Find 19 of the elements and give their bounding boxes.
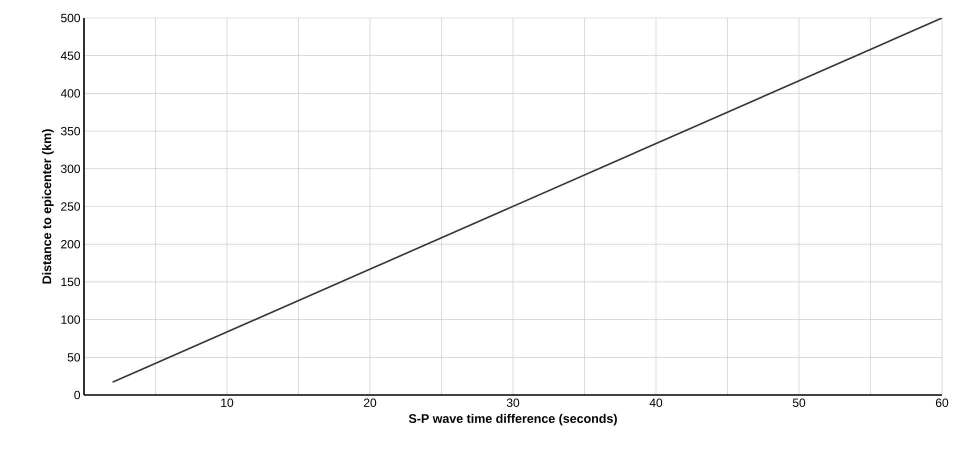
y-tick-label: 50 [68,353,80,362]
y-tick-label: 450 [60,51,80,60]
x-tick-label: 50 [792,398,806,407]
y-tick-label: 250 [61,202,80,211]
y-tick-label: 0 [74,390,80,400]
y-tick-label: 200 [61,240,80,248]
x-tick-label: 40 [650,398,662,407]
x-tick-label: 30 [506,398,520,407]
x-axis-title: S-P wave time difference (seconds) [408,414,617,426]
y-tick-label: 100 [61,315,80,324]
y-axis-title: Distance to epicenter (km) [42,129,54,284]
y-tick-label: 300 [60,164,80,174]
y-tick-label: 350 [60,126,80,136]
x-tick-label: 60 [936,398,948,407]
x-tick-label: 10 [221,398,234,407]
x-tick-label: 20 [364,398,376,407]
y-tick-label: 150 [61,278,80,286]
y-tick-label: 500 [61,14,80,22]
y-tick-label: 400 [60,89,80,98]
